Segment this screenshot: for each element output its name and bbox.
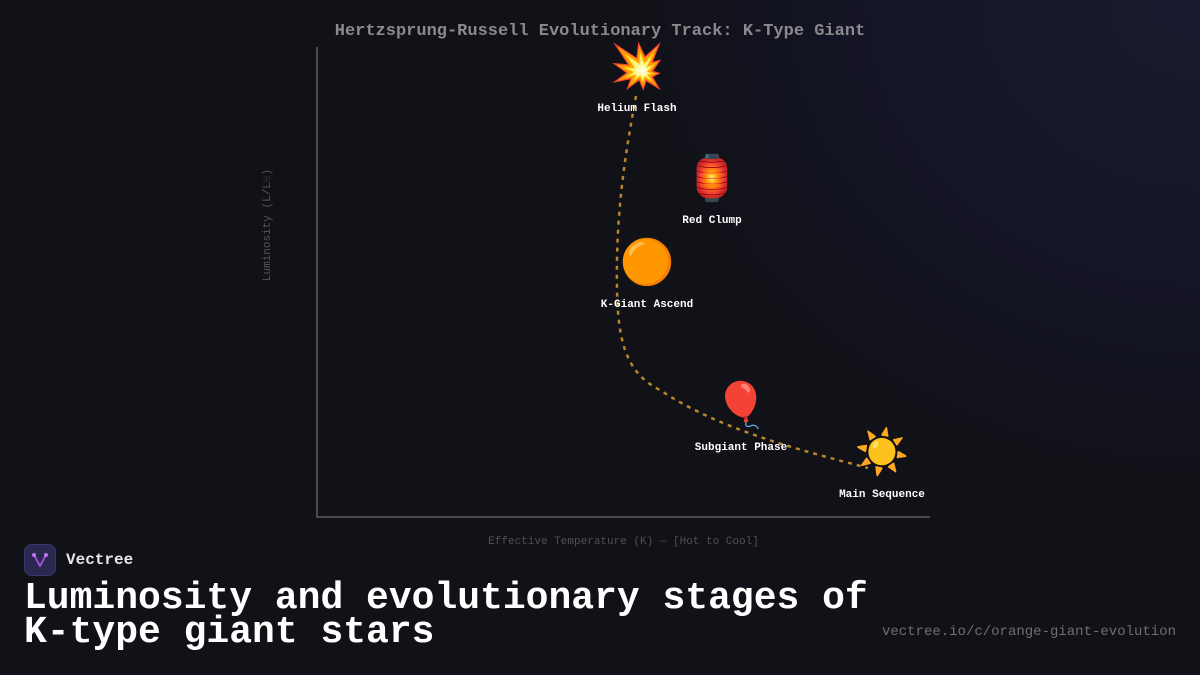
balloon-icon: 🎈 [713, 384, 769, 434]
stage-label: Subgiant Phase [694, 442, 788, 454]
lantern-icon: 🏮 [684, 157, 740, 207]
stage-label: Red Clump [682, 215, 742, 227]
headline: Luminosity and evolutionary stages of K-… [24, 577, 868, 654]
stage-k-giant-ascend[interactable]: 🟠 K-Giant Ascend [601, 241, 693, 312]
stage-main-sequence[interactable]: ☀️ Main Sequence [839, 431, 925, 502]
vectree-logo-icon [24, 544, 56, 576]
source-url[interactable]: vectree.io/c/orange-giant-evolution [881, 624, 1176, 640]
chart-title: Hertzsprung-Russell Evolutionary Track: … [334, 22, 866, 41]
orange-circle-icon: 🟠 [619, 241, 675, 291]
x-axis-label: Effective Temperature (K) — [Hot to Cool… [488, 536, 759, 548]
stage-subgiant-phase[interactable]: 🎈 Subgiant Phase [695, 384, 787, 455]
stage-red-clump[interactable]: 🏮 Red Clump [682, 157, 741, 228]
x-axis [316, 516, 930, 518]
brand-name: Vectree [66, 551, 134, 569]
stage-label: Main Sequence [839, 489, 925, 501]
y-axis [316, 47, 318, 518]
stage-label: K-Giant Ascend [600, 299, 694, 311]
explosion-icon: 💥 [609, 45, 665, 95]
stage-label: Helium Flash [597, 103, 677, 115]
sun-icon: ☀️ [854, 431, 910, 481]
stage-helium-flash[interactable]: 💥 Helium Flash [597, 45, 676, 116]
brand[interactable]: Vectree [24, 544, 133, 576]
